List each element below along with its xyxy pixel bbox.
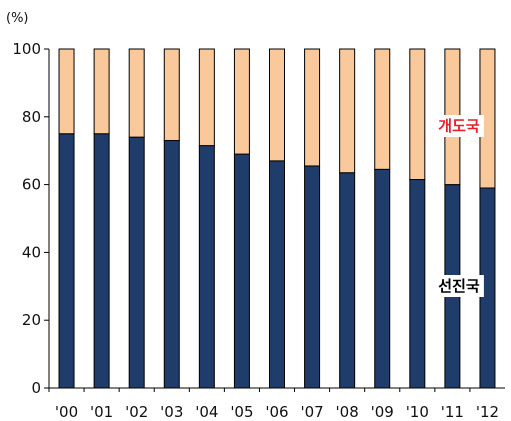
bar-segment-developing [58,48,75,135]
series-label-advanced: 선진국 [438,277,480,295]
x-tick-label: '02 [125,403,148,421]
bar-segment-developing [128,48,145,138]
y-tick-label: 80 [22,108,41,126]
x-tick-label: '09 [371,403,394,421]
bar-segment-developing [269,48,285,162]
series-label-developing: 개도국 [438,117,480,135]
x-tick-label: '12 [476,403,499,421]
bar-segment-advanced [128,136,145,389]
bar-segment-developing [163,48,180,142]
x-tick-label: '03 [160,403,183,421]
bar-segment-advanced [93,133,110,389]
x-tick-label: '10 [406,403,429,421]
x-tick-label: '11 [441,403,464,421]
bar-segment-advanced [198,145,215,389]
bar-segment-developing [93,48,110,135]
y-tick-label: 0 [31,379,41,397]
x-tick-label: '05 [230,403,253,421]
bar-segment-developing [304,48,321,167]
bar-segment-developing [339,48,356,174]
x-tick-label: '07 [300,403,323,421]
bar-segment-advanced [233,153,250,389]
bars [58,48,496,389]
x-tick-label: '04 [195,403,218,421]
x-tick-label: '08 [336,403,359,421]
y-axis-label: (%) [6,11,29,26]
bar-segment-developing [409,48,426,181]
bar-segment-advanced [304,165,321,389]
bar-segment-developing [198,48,215,147]
bar-segment-advanced [163,140,180,389]
y-tick-label: 100 [12,40,41,58]
x-tick-label: '06 [265,403,288,421]
x-axis: '00 '01 '02 '03 '04 '05 '06 '07 '08 '09 '10 '11 '12 [48,388,499,421]
series-label-background-advanced [434,275,484,297]
bar-segment-advanced [374,168,391,389]
bar-segment-developing [374,48,391,170]
bar-segment-advanced [339,172,356,389]
y-tick-label: 40 [22,243,41,261]
y-tick-label: 60 [22,176,41,194]
bar-segment-developing [233,48,250,155]
y-tick-label: 20 [22,311,41,329]
y-axis: 0 20 40 60 80 100 [12,40,49,397]
bar-segment-advanced [409,179,426,389]
bar-segment-advanced [269,160,285,389]
x-tick-label: '01 [90,403,113,421]
bar-segment-advanced [58,133,75,389]
series-label-background-developing [434,115,484,137]
x-tick-label: '00 [55,403,78,421]
